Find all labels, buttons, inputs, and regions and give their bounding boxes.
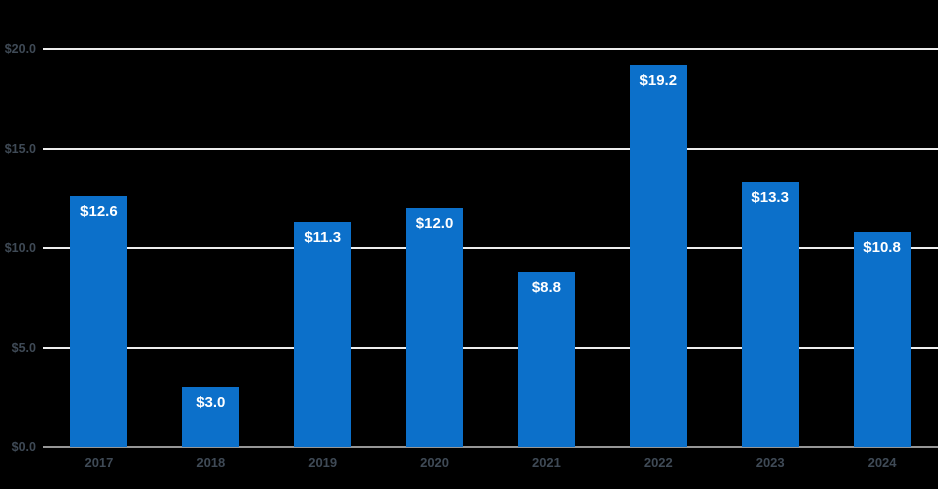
x-axis-tick-label: 2021 [531,455,561,470]
gridline [43,247,938,249]
gridline [43,147,938,150]
y-axis-tick-label: $0.0 [11,439,36,454]
bar-2019: $11.3 [294,222,352,447]
bar-2021: $8.8 [517,271,575,447]
x-axis-tick-label: 2017 [84,455,114,470]
bar-2018: $3.0 [182,387,240,447]
bar-value-label: $19.2 [639,71,678,89]
y-axis-tick-label: $20.0 [4,41,36,56]
x-axis-tick-label: 2023 [755,455,785,470]
bar-value-label: $11.3 [304,229,342,247]
x-axis-tick-label: 2019 [308,455,338,470]
bar-2023: $13.3 [741,182,799,447]
bar-value-label: $12.6 [80,203,118,221]
bar-2024: $10.8 [853,232,911,447]
x-axis-line [43,446,938,448]
bar-value-label: $3.0 [196,394,226,412]
bar-2017: $12.6 [70,196,128,447]
x-axis-tick-label: 2022 [643,455,673,470]
bar-value-label: $10.8 [863,239,901,257]
gridline [43,48,938,50]
bar-value-label: $8.8 [531,278,562,296]
bar-2022: $19.2 [629,64,687,447]
x-axis-tick-label: 2020 [420,455,450,470]
gridline [43,346,938,349]
y-axis-tick-label: $10.0 [4,240,36,255]
y-axis-tick-label: $15.0 [4,141,36,156]
bar-2020: $12.0 [406,208,464,447]
x-axis-tick-label: 2024 [867,455,897,470]
bar-value-label: $13.3 [751,189,789,207]
bar-value-label: $12.0 [415,215,454,233]
y-axis-tick-label: $5.0 [11,340,36,355]
x-axis-tick-label: 2018 [196,455,226,470]
